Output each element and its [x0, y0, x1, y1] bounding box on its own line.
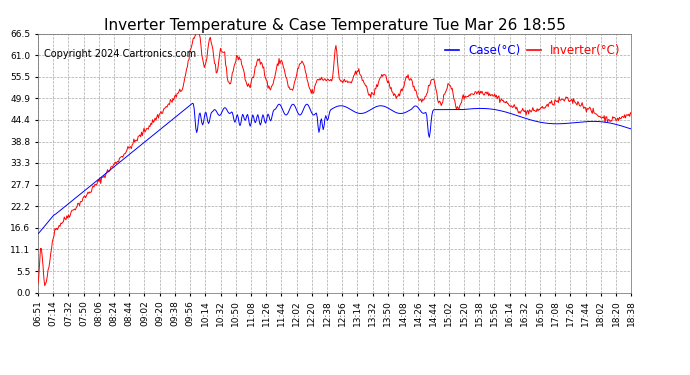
Text: Copyright 2024 Cartronics.com: Copyright 2024 Cartronics.com [44, 49, 196, 59]
Title: Inverter Temperature & Case Temperature Tue Mar 26 18:55: Inverter Temperature & Case Temperature … [104, 18, 566, 33]
Legend: Case(°C), Inverter(°C): Case(°C), Inverter(°C) [440, 40, 625, 62]
